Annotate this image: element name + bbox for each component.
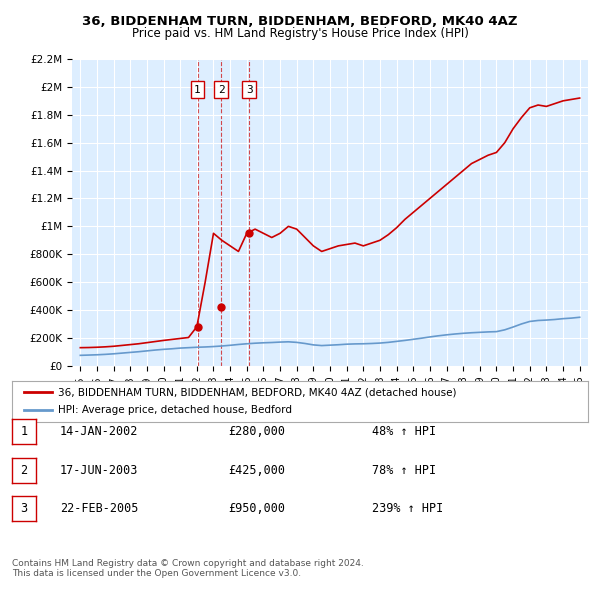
Text: 78% ↑ HPI: 78% ↑ HPI [372, 464, 436, 477]
Text: 14-JAN-2002: 14-JAN-2002 [60, 425, 139, 438]
Text: 22-FEB-2005: 22-FEB-2005 [60, 502, 139, 515]
Text: 3: 3 [246, 85, 253, 94]
Text: 2: 2 [20, 464, 28, 477]
Text: £950,000: £950,000 [228, 502, 285, 515]
Text: Price paid vs. HM Land Registry's House Price Index (HPI): Price paid vs. HM Land Registry's House … [131, 27, 469, 40]
Text: 3: 3 [20, 502, 28, 515]
Text: 2: 2 [218, 85, 224, 94]
Text: 17-JUN-2003: 17-JUN-2003 [60, 464, 139, 477]
Text: 36, BIDDENHAM TURN, BIDDENHAM, BEDFORD, MK40 4AZ: 36, BIDDENHAM TURN, BIDDENHAM, BEDFORD, … [82, 15, 518, 28]
Text: Contains HM Land Registry data © Crown copyright and database right 2024.
This d: Contains HM Land Registry data © Crown c… [12, 559, 364, 578]
Text: 48% ↑ HPI: 48% ↑ HPI [372, 425, 436, 438]
Text: 36, BIDDENHAM TURN, BIDDENHAM, BEDFORD, MK40 4AZ (detached house): 36, BIDDENHAM TURN, BIDDENHAM, BEDFORD, … [58, 387, 457, 397]
Text: 239% ↑ HPI: 239% ↑ HPI [372, 502, 443, 515]
Text: HPI: Average price, detached house, Bedford: HPI: Average price, detached house, Bedf… [58, 405, 292, 415]
Text: 1: 1 [194, 85, 201, 94]
Text: 1: 1 [20, 425, 28, 438]
Text: £425,000: £425,000 [228, 464, 285, 477]
Text: £280,000: £280,000 [228, 425, 285, 438]
